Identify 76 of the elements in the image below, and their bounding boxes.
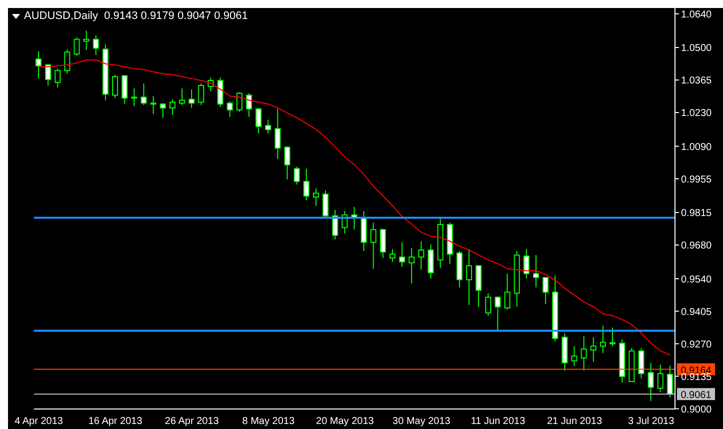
y-tick-label: 0.9680 (681, 240, 712, 252)
x-tick-label: 8 May 2013 (242, 416, 295, 428)
candlestick (160, 102, 166, 118)
candlestick (389, 248, 396, 262)
candlestick (226, 100, 233, 118)
candlestick (580, 336, 587, 372)
candlestick (36, 50, 42, 80)
y-tick-label: 0.9955 (681, 174, 712, 186)
y-tick-label: 0.9000 (681, 404, 712, 416)
candlestick (246, 92, 252, 118)
candlestick (332, 209, 338, 240)
x-tick-label: 20 May 2013 (316, 416, 374, 428)
candlestick (542, 277, 549, 304)
candlestick (322, 190, 329, 218)
candlestick (64, 48, 70, 74)
candlestick (274, 108, 281, 160)
y-tick-label: 0.9540 (681, 274, 712, 286)
y-tick-label: 1.0500 (681, 43, 712, 54)
candlestick (610, 327, 616, 347)
candlestick (236, 92, 242, 112)
candlestick (590, 336, 596, 362)
chart-title: AUDUSD,Daily 0.9143 0.9179 0.9047 0.9061 (24, 10, 248, 22)
candlestick (150, 96, 156, 114)
candlestick (418, 240, 424, 270)
y-tick-label: 1.0640 (681, 9, 712, 20)
candlestick (638, 348, 644, 379)
x-tick-label: 4 Apr 2013 (14, 416, 64, 428)
candlestick (532, 254, 539, 288)
x-tick-label: 21 Jun 2013 (547, 416, 602, 428)
candlestick (112, 74, 118, 99)
candlestick (600, 325, 606, 354)
x-tick-label: 11 Jun 2013 (470, 416, 526, 428)
candlestick (256, 107, 262, 134)
candlestick (504, 273, 510, 310)
candlestick (217, 77, 224, 108)
candlestick (188, 88, 195, 108)
y-tick-label: 1.0365 (681, 76, 712, 87)
candlestick (83, 30, 90, 51)
candlestick (523, 248, 530, 279)
candlestick (571, 346, 578, 366)
candlestick (399, 242, 406, 268)
candlestick (54, 68, 61, 88)
candlestick (370, 222, 376, 270)
candlestick (466, 248, 472, 306)
candlestick (265, 119, 272, 134)
candlestick (648, 362, 654, 402)
candlestick (92, 34, 99, 56)
candlestick (122, 75, 128, 105)
y-tick-label: 1.0230 (681, 108, 712, 120)
candlestick (198, 82, 204, 106)
candlestick (74, 36, 80, 56)
candlestick (312, 188, 319, 206)
x-tick-label: 16 Apr 2013 (88, 416, 143, 428)
x-tick-label: 3 Jul 2013 (628, 416, 675, 428)
ref-line-label: 0.9061 (680, 390, 712, 402)
candlestick (284, 146, 290, 180)
candlestick (494, 296, 501, 332)
candlestick (657, 364, 664, 393)
candlestick (131, 88, 138, 107)
candlestick (179, 88, 186, 106)
x-tick-label: 30 May 2013 (392, 416, 451, 428)
candlestick (169, 98, 176, 116)
candlestick (428, 244, 434, 279)
candlestick (380, 228, 386, 258)
candlestick (303, 168, 310, 201)
candlestick (45, 63, 52, 86)
y-tick-label: 0.9135 (681, 372, 712, 383)
y-tick-label: 1.0090 (681, 142, 712, 153)
y-tick-label: 0.9270 (681, 339, 712, 350)
candlestick (140, 82, 147, 106)
y-tick-label: 0.9405 (681, 306, 712, 318)
candlestick (485, 292, 492, 316)
candlestick (408, 248, 415, 284)
y-tick-label: 0.9815 (681, 208, 712, 220)
candlestick (294, 166, 300, 186)
x-tick-label: 26 Apr 2013 (164, 416, 220, 428)
